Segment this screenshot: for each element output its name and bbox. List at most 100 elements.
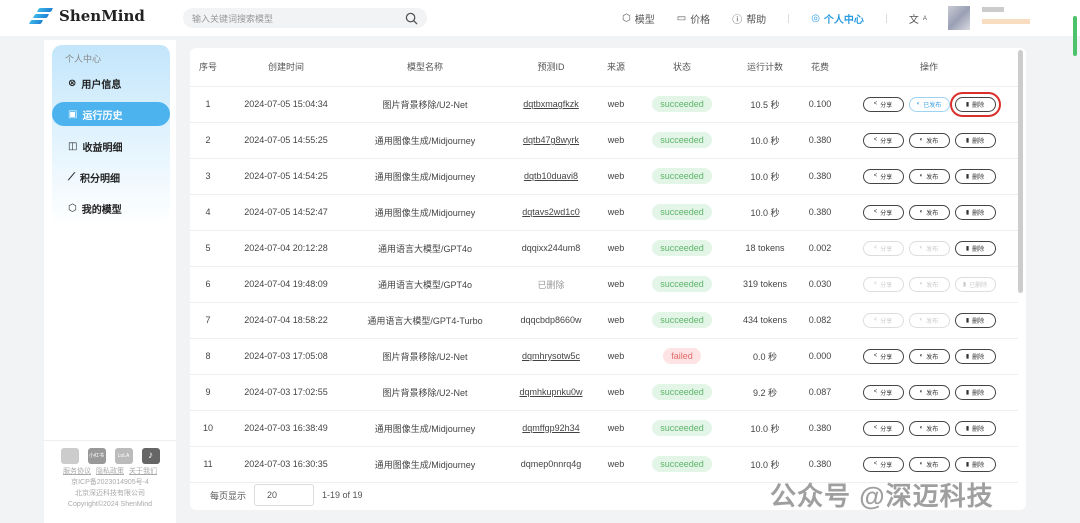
- prediction-id-text[interactable]: dqmffgp92h34: [522, 423, 580, 433]
- row-number: 1: [190, 86, 226, 123]
- tiktok-icon[interactable]: ♪: [141, 448, 160, 464]
- terms-link[interactable]: 服务协议: [63, 468, 91, 475]
- lola-icon[interactable]: LoLA: [114, 448, 133, 464]
- deleted-label: 已删除: [969, 282, 988, 289]
- prediction-id[interactable]: dqmffgp92h34: [504, 410, 598, 447]
- logo[interactable]: ShenMind: [28, 7, 145, 25]
- share-button[interactable]: < 分享: [862, 384, 904, 400]
- avatar[interactable]: [948, 6, 970, 30]
- publish-button[interactable]: ◐ 发布: [908, 132, 950, 148]
- share-button: < 分享: [862, 276, 904, 292]
- delete-button[interactable]: ▮ 删除: [954, 384, 996, 400]
- share-button[interactable]: < 分享: [862, 168, 904, 184]
- prediction-id: dqmep0nnrq4g: [504, 446, 598, 483]
- table-header: 序号 创建时间 模型名称 预测ID 来源 状态 运行计数 花费 操作: [190, 48, 1018, 87]
- sidebar-item-label: 积分明细: [80, 173, 120, 185]
- delete-button[interactable]: ▮ 删除: [954, 168, 996, 184]
- xiaohongshu-icon[interactable]: 小红书: [87, 448, 106, 464]
- sidebar-item-run-history[interactable]: ▣ 运行历史: [52, 102, 170, 126]
- table-row: 7 2024-07-04 18:58:22 通用语言大模型/GPT4-Turbo…: [190, 302, 1018, 339]
- page-scrollbar[interactable]: [1073, 16, 1077, 56]
- nav-help[interactable]: ⓘ 帮助: [732, 11, 766, 26]
- share-label: 分享: [880, 390, 893, 397]
- search-icon[interactable]: [405, 12, 418, 25]
- share-button[interactable]: < 分享: [862, 420, 904, 436]
- publish-button[interactable]: ◐ 发布: [908, 384, 950, 400]
- delete-button[interactable]: ▮ 删除: [954, 348, 996, 364]
- nav-pricing[interactable]: ▭ 价格: [677, 11, 710, 26]
- copyright-text: Copyright©2024 ShenMind: [67, 501, 153, 508]
- sidebar-item-user-info[interactable]: ⊗ 用户信息: [52, 71, 170, 95]
- prediction-id[interactable]: dqtbxmagfkzk: [504, 86, 598, 123]
- status-cell: failed: [634, 338, 730, 375]
- prediction-id-text[interactable]: dqtb10duavi8: [523, 171, 579, 181]
- sidebar-item-label: 收益明细: [82, 142, 123, 154]
- about-link[interactable]: 关于我们: [129, 468, 157, 475]
- share-label: 分享: [880, 174, 893, 181]
- source: web: [598, 446, 634, 483]
- globe-icon: ◐: [919, 281, 924, 287]
- table-scrollbar[interactable]: [1018, 50, 1023, 293]
- status-cell: succeeded: [634, 122, 730, 159]
- share-button[interactable]: < 分享: [862, 96, 904, 112]
- divider: [885, 14, 887, 23]
- delete-button[interactable]: ▮ 删除: [954, 132, 996, 148]
- share-button[interactable]: < 分享: [862, 456, 904, 472]
- cost: 0.380: [800, 410, 840, 447]
- source: web: [598, 302, 634, 339]
- sidebar-item-label: 我的模型: [81, 204, 122, 216]
- share-label: 分享: [880, 426, 893, 433]
- search-input[interactable]: 输入关键词搜索模型: [183, 8, 427, 28]
- prediction-id-text: dqqcbdp8660w: [520, 315, 582, 325]
- publish-button[interactable]: ◐ 发布: [908, 348, 950, 364]
- share-icon: <: [873, 209, 878, 215]
- prediction-id-text[interactable]: dqmhrysotw5c: [521, 351, 581, 361]
- delete-button[interactable]: ▮ 删除: [954, 204, 996, 220]
- share-icon: <: [873, 245, 878, 251]
- share-button[interactable]: < 分享: [862, 348, 904, 364]
- sidebar-item-earnings[interactable]: ◫ 收益明细: [52, 134, 170, 158]
- share-button[interactable]: < 分享: [862, 132, 904, 148]
- model-name: 通用语言大模型/GPT4o: [346, 266, 504, 303]
- card-icon: ▭: [676, 13, 687, 24]
- nav-models[interactable]: ⬡ 模型: [622, 11, 655, 26]
- share-button[interactable]: < 分享: [862, 204, 904, 220]
- delete-button[interactable]: ▮ 删除: [954, 240, 996, 256]
- publish-button[interactable]: ◐ 发布: [908, 204, 950, 220]
- wechat-icon[interactable]: [60, 448, 79, 464]
- prediction-id-text[interactable]: dqtb47g8wyrk: [522, 135, 580, 145]
- prediction-id[interactable]: dqmhrysotw5c: [504, 338, 598, 375]
- prediction-id[interactable]: dqtb47g8wyrk: [504, 122, 598, 159]
- prediction-id[interactable]: dqtb10duavi8: [504, 158, 598, 195]
- publish-button[interactable]: ◐ 发布: [908, 420, 950, 436]
- publish-button[interactable]: ◐ 发布: [908, 456, 950, 472]
- sidebar-item-my-models[interactable]: ⬡ 我的模型: [52, 196, 170, 220]
- prediction-id-text[interactable]: dqtavs2wd1c0: [522, 207, 580, 217]
- row-number: 2: [190, 122, 226, 159]
- publish-button[interactable]: ◐ 发布: [908, 168, 950, 184]
- trash-icon: ▮: [965, 353, 970, 360]
- delete-button[interactable]: ▮ 删除: [954, 312, 996, 328]
- prediction-id-text[interactable]: dqmhkupnku0w: [519, 387, 583, 397]
- delete-label: 删除: [972, 462, 985, 469]
- created-time: 2024-07-05 15:04:34: [226, 86, 346, 123]
- sidebar-item-points[interactable]: ⟋ 积分明细: [52, 165, 170, 189]
- icp-text[interactable]: 京ICP备2023014905号-4: [71, 479, 149, 486]
- delete-button[interactable]: ▮ 删除: [949, 91, 1001, 117]
- per-page-select[interactable]: 20: [254, 484, 315, 506]
- prediction-id-text[interactable]: dqtbxmagfkzk: [523, 99, 579, 109]
- delete-button[interactable]: ▮ 删除: [954, 456, 996, 472]
- sidebar-item-label: 用户信息: [81, 79, 122, 91]
- nav-personal-center[interactable]: ◎ 个人中心: [811, 11, 864, 26]
- privacy-link[interactable]: 隐私政策: [96, 468, 124, 475]
- published-button[interactable]: ◐ 已发布: [908, 96, 950, 112]
- status-cell: succeeded: [634, 302, 730, 339]
- actions: < 分享 ◐ 发布 ▮ 删除: [840, 302, 1018, 339]
- watermark: 公众号 @深迈科技: [770, 481, 994, 511]
- globe-icon: ◐: [919, 209, 924, 215]
- prediction-id[interactable]: dqtavs2wd1c0: [504, 194, 598, 231]
- prediction-id[interactable]: dqmhkupnku0w: [504, 374, 598, 411]
- delete-button[interactable]: ▮ 删除: [954, 420, 996, 436]
- nav-label: 帮助: [746, 15, 767, 26]
